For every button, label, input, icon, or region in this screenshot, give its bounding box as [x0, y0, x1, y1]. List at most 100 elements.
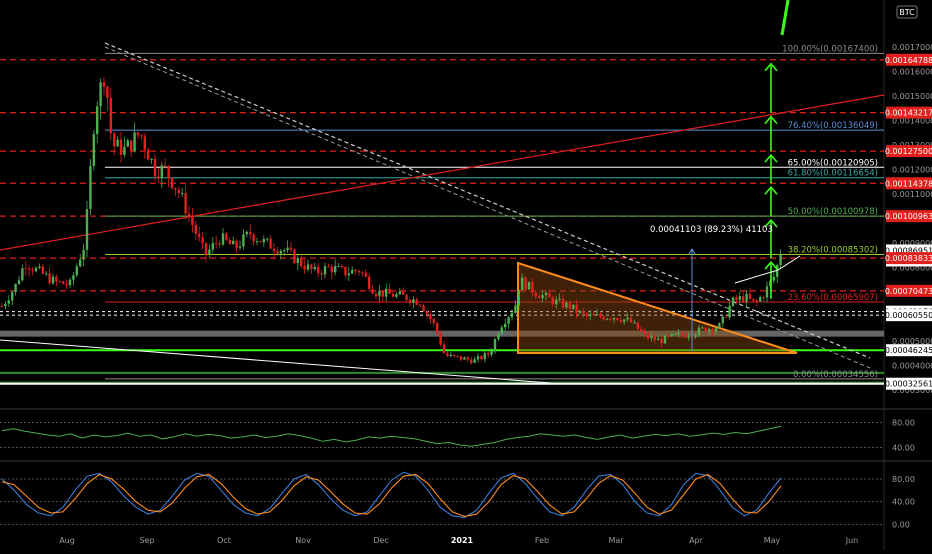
- candle: [735, 297, 738, 301]
- long-trendline: [0, 339, 551, 384]
- candle: [123, 146, 126, 155]
- fib-label: 100.00%(0.00167400): [782, 44, 878, 54]
- candle: [493, 339, 497, 352]
- stoch-tick-label: 0.00: [892, 520, 910, 529]
- candle: [636, 322, 639, 330]
- candle: [527, 281, 531, 290]
- candle: [11, 292, 14, 301]
- fib-label: 65.00%(0.00120905): [788, 158, 878, 168]
- rsi-panel: 80.00 40.00: [0, 419, 915, 453]
- candle: [62, 281, 65, 285]
- candle: [198, 233, 201, 238]
- candle: [425, 311, 429, 315]
- candle: [731, 297, 735, 306]
- candle: [582, 310, 585, 314]
- candle: [541, 295, 544, 299]
- candle: [262, 239, 265, 243]
- candle: [143, 136, 146, 150]
- price-axis[interactable]: 0.00170000 0.00160000 0.00150000 0.00140000…: [885, 5, 932, 395]
- candle: [500, 327, 503, 334]
- candle: [534, 292, 537, 297]
- candle: [439, 333, 442, 345]
- candle: [609, 318, 612, 320]
- stoch-d-line: [1, 473, 782, 517]
- candle: [31, 269, 34, 272]
- candle: [232, 240, 235, 245]
- candle: [252, 234, 255, 242]
- candle: [429, 314, 432, 320]
- price-label-box: [886, 284, 932, 297]
- candle: [364, 272, 367, 277]
- candle: [388, 288, 391, 294]
- candle: [361, 272, 364, 274]
- candle: [34, 267, 38, 272]
- candle: [701, 327, 704, 329]
- candle: [575, 304, 578, 313]
- candle: [371, 288, 374, 294]
- price-tick-label: 0.00160000: [892, 68, 932, 77]
- candle: [286, 247, 289, 251]
- candle: [235, 240, 238, 248]
- symbol-badge: [896, 5, 918, 19]
- candle: [473, 359, 476, 363]
- candle: [402, 291, 405, 295]
- candle: [446, 353, 449, 357]
- candle: [476, 356, 480, 360]
- candle: [721, 316, 724, 324]
- candle: [483, 353, 486, 360]
- time-tick-label: Apr: [689, 536, 704, 545]
- price-label-box: [886, 252, 932, 265]
- candle: [708, 328, 711, 332]
- candle: [24, 268, 27, 270]
- candle: [497, 333, 500, 340]
- candle: [755, 300, 758, 302]
- level-lines: [0, 52, 884, 385]
- candle: [504, 323, 507, 328]
- candle: [408, 299, 412, 303]
- candle: [194, 224, 197, 234]
- trend-lines: [0, 42, 885, 384]
- candle: [289, 247, 293, 250]
- candle: [7, 300, 10, 304]
- candle: [340, 266, 344, 268]
- target-arrow-head: [764, 62, 778, 72]
- candle: [674, 333, 677, 335]
- candle: [259, 241, 262, 243]
- candle: [310, 264, 313, 270]
- candle: [317, 266, 320, 274]
- price-tick-label: 0.00040000: [892, 362, 932, 371]
- time-axis[interactable]: Aug Sep Oct Nov Dec 2021 Feb Mar Apr May Jun: [59, 536, 858, 545]
- price-tick-label: 0.00110000: [892, 190, 932, 199]
- candle: [208, 249, 211, 255]
- candle: [347, 273, 350, 276]
- candle: [694, 334, 697, 337]
- candle: [776, 265, 779, 277]
- time-tick-label: Jun: [845, 536, 859, 545]
- candle: [102, 82, 106, 87]
- stoch-k-line: [1, 471, 782, 519]
- target-arrows: [764, 0, 790, 299]
- price-label-box: [886, 344, 932, 357]
- price-label-text: 0.00086951: [885, 246, 932, 255]
- candle: [629, 317, 633, 323]
- candle: [514, 305, 517, 314]
- candle: [752, 298, 755, 301]
- candle: [531, 281, 534, 293]
- candle: [470, 359, 473, 363]
- candle: [667, 335, 670, 337]
- candle: [272, 248, 276, 252]
- candle: [595, 313, 599, 315]
- candle: [184, 192, 187, 214]
- candle: [41, 266, 44, 274]
- candle: [456, 355, 459, 357]
- price-label-text: 0.00100963: [885, 212, 932, 221]
- candle: [517, 290, 520, 306]
- candle: [96, 106, 99, 135]
- candle: [646, 333, 650, 339]
- time-tick-label: Nov: [295, 536, 311, 545]
- candle: [150, 158, 153, 160]
- candle: [79, 259, 82, 267]
- candle: [279, 250, 282, 254]
- candle: [507, 317, 510, 324]
